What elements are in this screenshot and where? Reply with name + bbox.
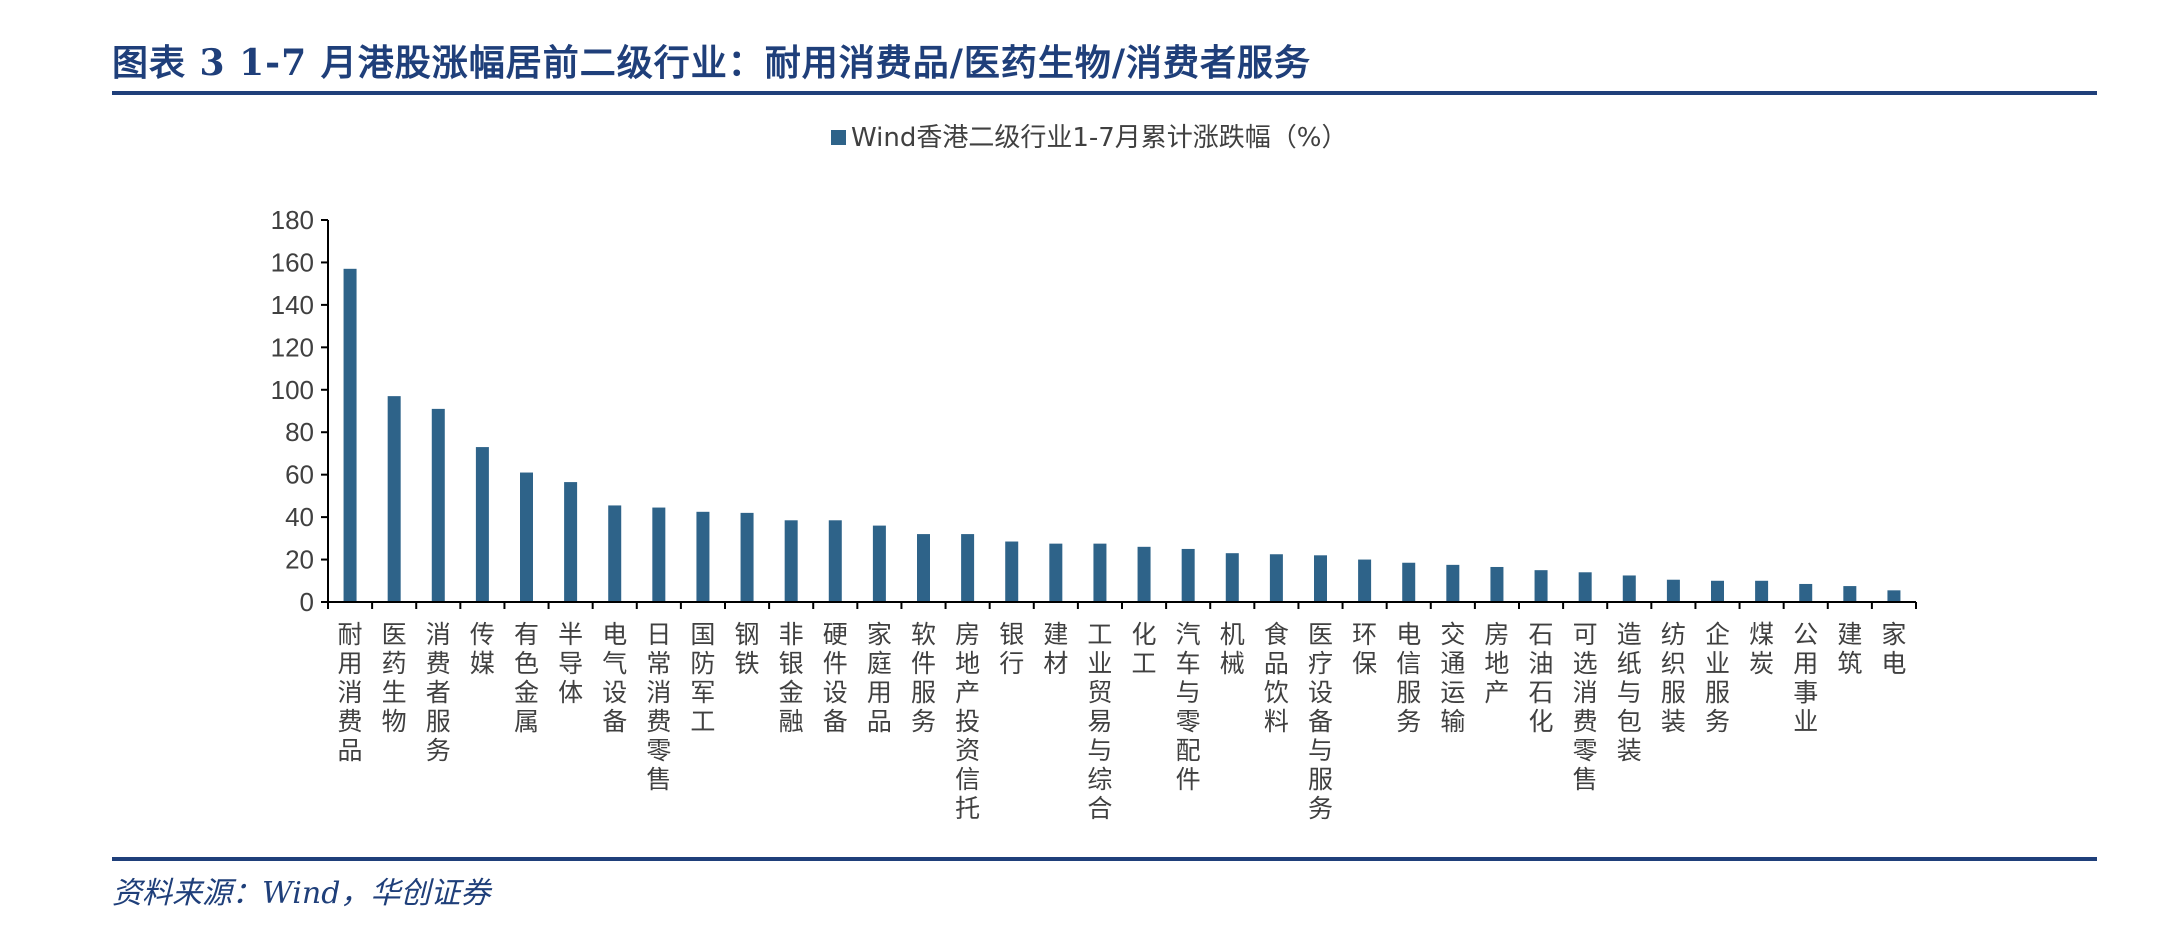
- category-label: 消费者服务: [426, 620, 451, 765]
- category-label: 机械: [1220, 620, 1245, 678]
- category-label: 耐用消费品: [338, 620, 363, 765]
- category-label: 钢铁: [735, 620, 760, 678]
- category-label: 半导体: [558, 620, 583, 707]
- bar: [1711, 580, 1724, 602]
- category-label: 日常消费零售: [646, 620, 671, 794]
- category-label: 造纸与包装: [1617, 620, 1642, 765]
- y-tick-label: 80: [285, 417, 314, 447]
- bar: [520, 472, 533, 602]
- bar: [343, 268, 357, 602]
- bar: [475, 447, 489, 602]
- category-labels: 耐用消费品医药生物消费者服务传媒有色金属半导体电气设备日常消费零售国防军工钢铁非…: [338, 620, 1907, 823]
- bar: [1005, 541, 1019, 602]
- legend-swatch: [831, 130, 846, 145]
- bar: [1314, 555, 1327, 602]
- bar: [1843, 586, 1857, 602]
- source-note: 资料来源：Wind，华创证券: [112, 876, 491, 911]
- category-label: 银行: [999, 620, 1024, 678]
- category-label: 环保: [1352, 620, 1377, 678]
- category-label: 房地产投资信托: [955, 620, 980, 823]
- source-divider: [112, 857, 2097, 861]
- y-tick-label: 60: [285, 460, 314, 490]
- category-label: 化工: [1132, 620, 1157, 678]
- category-label: 公用事业: [1793, 620, 1818, 736]
- category-label: 汽车与零配件: [1176, 620, 1201, 794]
- y-tick-label: 20: [285, 545, 314, 575]
- category-label: 煤炭: [1749, 620, 1774, 678]
- category-label: 建材: [1043, 620, 1068, 678]
- bar: [784, 520, 798, 602]
- x-axis-ticks: [327, 602, 1917, 609]
- category-label: 传媒: [470, 620, 495, 678]
- figure-title: 图表 3 1-7 月港股涨幅居前二级行业：耐用消费品/医药生物/消费者服务: [112, 42, 1311, 84]
- y-axis-ticks: 0 20 40 60 80 100 120 140 160 180: [271, 205, 328, 617]
- bar: [387, 396, 401, 602]
- bar: [1887, 590, 1901, 602]
- bar: [917, 534, 930, 602]
- y-tick-label: 40: [285, 502, 314, 532]
- bar: [1093, 543, 1107, 602]
- category-label: 国防军工: [690, 620, 715, 736]
- category-label: 石油石化: [1529, 620, 1554, 736]
- bar: [1225, 553, 1239, 602]
- category-label: 软件服务: [911, 620, 936, 736]
- chart-legend: Wind香港二级行业1-7月累计涨跌幅（%）: [831, 123, 1348, 153]
- category-label: 工业贸易与综合: [1087, 620, 1112, 823]
- bar: [1269, 554, 1283, 602]
- bar: [696, 511, 710, 602]
- y-tick-label: 120: [271, 332, 314, 362]
- bar: [1137, 546, 1151, 602]
- bar: [608, 505, 622, 602]
- bar: [1181, 548, 1195, 602]
- y-tick-label: 180: [271, 205, 314, 235]
- category-label: 纺织服装: [1661, 620, 1686, 736]
- category-label: 食品饮料: [1264, 620, 1289, 736]
- category-label: 非银金融: [779, 620, 804, 736]
- bar: [828, 520, 842, 602]
- bar: [1446, 564, 1460, 602]
- y-tick-label: 0: [300, 587, 314, 617]
- bar: [1534, 570, 1548, 602]
- category-label: 医疗设备与服务: [1308, 620, 1333, 823]
- bar: [740, 512, 754, 602]
- category-label: 电信服务: [1396, 620, 1421, 736]
- category-label: 电气设备: [602, 620, 627, 736]
- category-label: 硬件设备: [823, 620, 848, 736]
- bar: [652, 507, 666, 602]
- bar: [872, 525, 886, 602]
- bar: [1358, 559, 1372, 602]
- y-tick-label: 160: [271, 247, 314, 277]
- category-label: 医药生物: [382, 620, 407, 736]
- bar: [1666, 579, 1680, 602]
- bar: [564, 482, 578, 602]
- category-label: 家电: [1881, 620, 1906, 678]
- bar: [1755, 580, 1769, 602]
- category-label: 交通运输: [1440, 620, 1465, 736]
- bar: [1402, 562, 1416, 602]
- bar: [1799, 583, 1813, 602]
- bar: [1578, 572, 1592, 602]
- y-tick-label: 100: [271, 375, 314, 405]
- bar: [961, 534, 975, 602]
- category-label: 建筑: [1837, 620, 1862, 678]
- category-label: 企业服务: [1705, 620, 1730, 736]
- y-tick-label: 140: [271, 290, 314, 320]
- category-label: 家庭用品: [867, 620, 892, 736]
- legend-label: Wind香港二级行业1-7月累计涨跌幅（%）: [851, 123, 1348, 153]
- bar: [1049, 543, 1063, 602]
- category-label: 有色金属: [514, 620, 539, 736]
- bar: [1490, 566, 1504, 602]
- category-label: 可选消费零售: [1573, 620, 1598, 794]
- category-label: 房地产: [1484, 620, 1509, 707]
- bar: [431, 408, 445, 602]
- bars-group: [343, 268, 1901, 602]
- bar: [1622, 575, 1636, 602]
- title-divider: [112, 91, 2097, 95]
